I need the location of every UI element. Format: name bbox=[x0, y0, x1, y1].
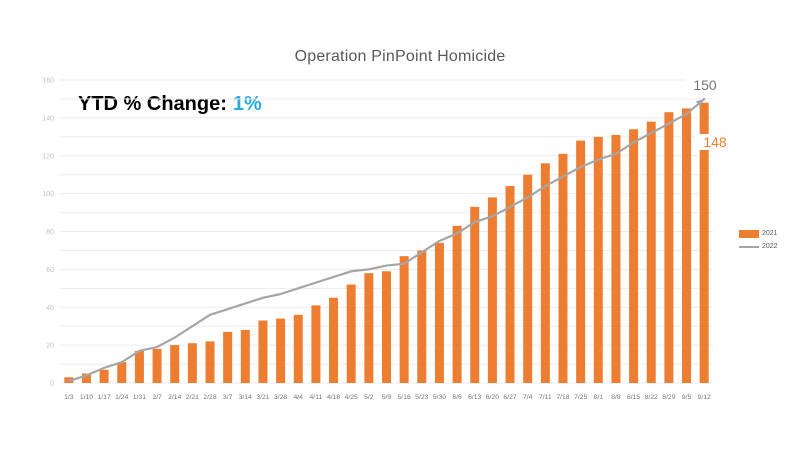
bar-2021 bbox=[646, 121, 656, 383]
bar-2021 bbox=[699, 102, 709, 383]
y-tick-label: 20 bbox=[46, 343, 54, 350]
y-tick-label: 0 bbox=[50, 381, 54, 388]
x-tick-label: 8/15 bbox=[627, 394, 640, 401]
legend-line-swatch bbox=[739, 245, 759, 248]
bar-2021 bbox=[223, 331, 233, 383]
bar-2021 bbox=[293, 314, 303, 383]
x-tick-label: 8/22 bbox=[645, 394, 658, 401]
x-tick-label: 7/25 bbox=[574, 394, 587, 401]
bar-2021 bbox=[417, 250, 427, 383]
bar-2021 bbox=[170, 345, 180, 383]
bar-2021 bbox=[399, 256, 409, 383]
bar-2021 bbox=[346, 284, 356, 383]
bar-2021 bbox=[434, 242, 444, 383]
trend-line-arrowhead bbox=[695, 98, 705, 107]
y-tick-label: 80 bbox=[46, 229, 54, 236]
trend-line-2022 bbox=[67, 97, 706, 383]
x-tick-label: 7/11 bbox=[539, 394, 552, 401]
bar-2021 bbox=[276, 318, 286, 383]
x-tick-label: 4/25 bbox=[345, 394, 358, 401]
x-tick-label: 5/9 bbox=[382, 394, 392, 401]
x-tick-label: 3/21 bbox=[256, 394, 269, 401]
legend-label-2022: 2022 bbox=[762, 242, 778, 250]
x-tick-label: 1/31 bbox=[133, 394, 146, 401]
bar-2021 bbox=[664, 112, 674, 383]
x-tick-label: 8/1 bbox=[594, 394, 604, 401]
x-tick-label: 1/3 bbox=[64, 394, 74, 401]
x-tick-label: 5/23 bbox=[415, 394, 428, 401]
y-tick-label: 140 bbox=[42, 115, 54, 122]
y-tick-label: 100 bbox=[42, 191, 54, 198]
bar-2021 bbox=[523, 174, 533, 383]
bar-2021 bbox=[205, 341, 215, 383]
bar-2021 bbox=[593, 136, 603, 383]
x-tick-label: 8/29 bbox=[662, 394, 675, 401]
x-tick-label: 4/4 bbox=[294, 394, 304, 401]
bar-2021 bbox=[240, 329, 250, 383]
x-tick-label: 3/7 bbox=[223, 394, 233, 401]
y-tick-label: 160 bbox=[42, 78, 54, 85]
y-tick-label: 60 bbox=[46, 267, 54, 274]
bar-2021 bbox=[682, 108, 692, 383]
bar-2021 bbox=[487, 197, 497, 383]
bar-2021 bbox=[99, 369, 109, 383]
bar-2021 bbox=[258, 320, 268, 383]
bar-2021 bbox=[470, 206, 480, 383]
legend-label-2021: 2021 bbox=[762, 229, 778, 237]
x-tick-label: 7/4 bbox=[523, 394, 533, 401]
bar-2021 bbox=[540, 163, 550, 383]
x-tick-label: 4/11 bbox=[310, 394, 323, 401]
legend-item-2022[interactable]: 2022 bbox=[739, 240, 778, 253]
line-end-label: 150 bbox=[686, 77, 724, 93]
bar-2021 bbox=[81, 373, 91, 383]
x-tick-label: 5/16 bbox=[398, 394, 411, 401]
bar-2021 bbox=[611, 134, 621, 383]
bar-2021 bbox=[576, 140, 586, 383]
bar-end-label: 148 bbox=[695, 134, 735, 150]
y-tick-label: 40 bbox=[46, 305, 54, 312]
bar-2021 bbox=[329, 297, 339, 383]
x-tick-label: 1/17 bbox=[98, 394, 111, 401]
bar-2021 bbox=[117, 362, 127, 383]
bar-2021 bbox=[152, 348, 162, 383]
x-tick-label: 2/28 bbox=[203, 394, 216, 401]
x-tick-label: 2/7 bbox=[152, 394, 162, 401]
x-tick-label: 3/14 bbox=[239, 394, 252, 401]
bar-2021 bbox=[629, 129, 639, 383]
x-tick-label: 7/18 bbox=[556, 394, 569, 401]
bar-2021 bbox=[505, 186, 515, 383]
bar-2021 bbox=[311, 305, 321, 383]
x-tick-label: 1/10 bbox=[80, 394, 93, 401]
x-tick-label: 6/13 bbox=[468, 394, 481, 401]
bar-2021 bbox=[382, 271, 391, 383]
legend-bar-swatch bbox=[739, 229, 759, 238]
legend: 2021 2022 bbox=[739, 227, 778, 253]
x-tick-label: 9/5 bbox=[682, 394, 692, 401]
x-tick-label: 2/21 bbox=[186, 394, 199, 401]
bar-2021 bbox=[452, 225, 462, 383]
chart-title: Operation PinPoint Homicide bbox=[294, 48, 506, 65]
bar-2021 bbox=[364, 273, 374, 383]
x-tick-label: 2/14 bbox=[168, 394, 181, 401]
x-tick-label: 9/12 bbox=[698, 394, 711, 401]
y-tick-label: 120 bbox=[42, 153, 54, 160]
x-tick-label: 1/24 bbox=[115, 394, 128, 401]
bar-2021 bbox=[134, 350, 144, 383]
x-tick-label: 5/2 bbox=[364, 394, 374, 401]
x-tick-label: 3/28 bbox=[274, 394, 287, 401]
x-tick-label: 6/6 bbox=[452, 394, 462, 401]
legend-item-2021[interactable]: 2021 bbox=[739, 227, 778, 240]
x-tick-label: 6/20 bbox=[486, 394, 499, 401]
x-tick-label: 5/30 bbox=[433, 394, 446, 401]
x-tick-label: 8/8 bbox=[611, 394, 621, 401]
bar-2021 bbox=[558, 153, 568, 383]
x-tick-label: 6/27 bbox=[503, 394, 516, 401]
bar-2021 bbox=[187, 343, 197, 383]
x-tick-label: 4/18 bbox=[327, 394, 340, 401]
